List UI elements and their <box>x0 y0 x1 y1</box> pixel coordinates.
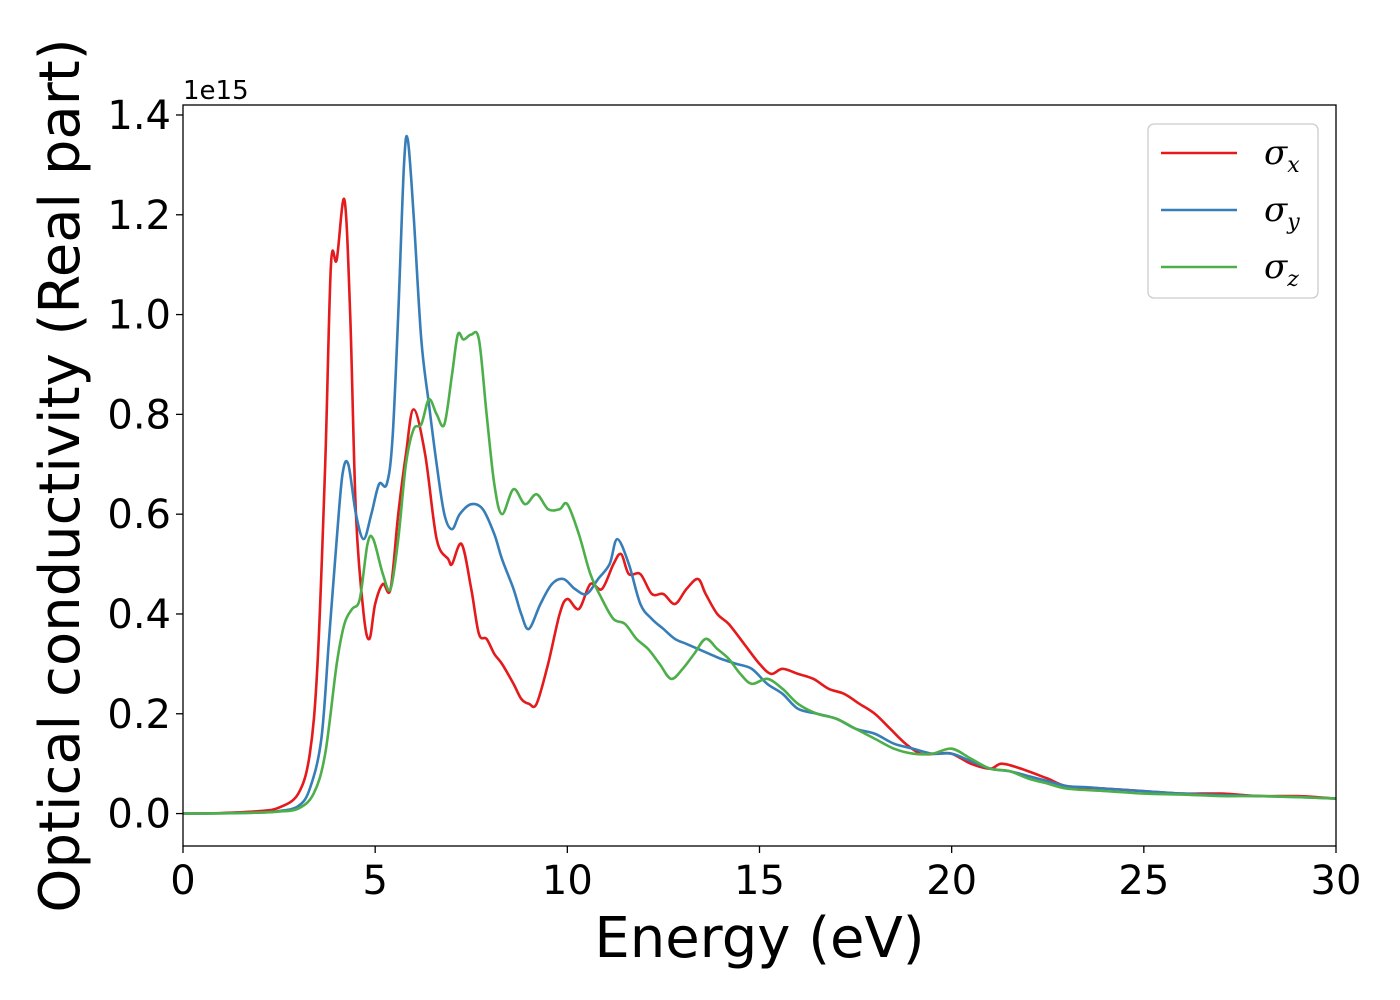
x-tick-label: 20 <box>926 858 977 904</box>
y-axis-ticks: 0.0 0.2 0.4 0.6 0.8 1.0 1.2 1.4 <box>107 93 183 838</box>
series-line-z <box>182 330 1337 815</box>
y-tick-label: 0.2 <box>107 692 171 738</box>
legend-label-y: σy <box>1264 190 1300 235</box>
legend-subscript: x <box>1287 153 1300 178</box>
legend-symbol: σ <box>1264 133 1288 173</box>
y-tick-label: 1.0 <box>107 293 171 339</box>
x-tick-label: 5 <box>362 858 387 904</box>
x-axis-ticks: 0 5 10 15 20 25 30 <box>170 846 1361 904</box>
y-tick-label: 0.4 <box>107 592 171 638</box>
x-tick-label: 15 <box>734 858 785 904</box>
legend-subscript: y <box>1286 210 1300 235</box>
legend-label-z: σz <box>1264 247 1299 292</box>
y-tick-label: 1.2 <box>107 193 171 239</box>
legend-label-x: σx <box>1264 133 1300 178</box>
x-axis-label: Energy (eV) <box>594 906 924 971</box>
x-tick-label: 25 <box>1118 858 1169 904</box>
plot-area <box>183 105 1336 846</box>
legend-symbol: σ <box>1264 190 1288 230</box>
series-layer <box>182 134 1337 815</box>
x-tick-label: 0 <box>170 858 195 904</box>
series-line-y <box>182 134 1337 815</box>
legend-subscript: z <box>1286 267 1299 292</box>
y-tick-label: 0.8 <box>107 392 171 438</box>
y-tick-label: 0.6 <box>107 492 171 538</box>
y-offset-label: 1e15 <box>183 76 249 106</box>
x-tick-label: 30 <box>1311 858 1362 904</box>
y-axis-label: Optical conductivity (Real part) <box>28 38 93 912</box>
y-tick-label: 1.4 <box>107 93 171 139</box>
legend-symbol: σ <box>1264 247 1288 287</box>
x-tick-label: 10 <box>542 858 593 904</box>
y-tick-label: 0.0 <box>107 792 171 838</box>
